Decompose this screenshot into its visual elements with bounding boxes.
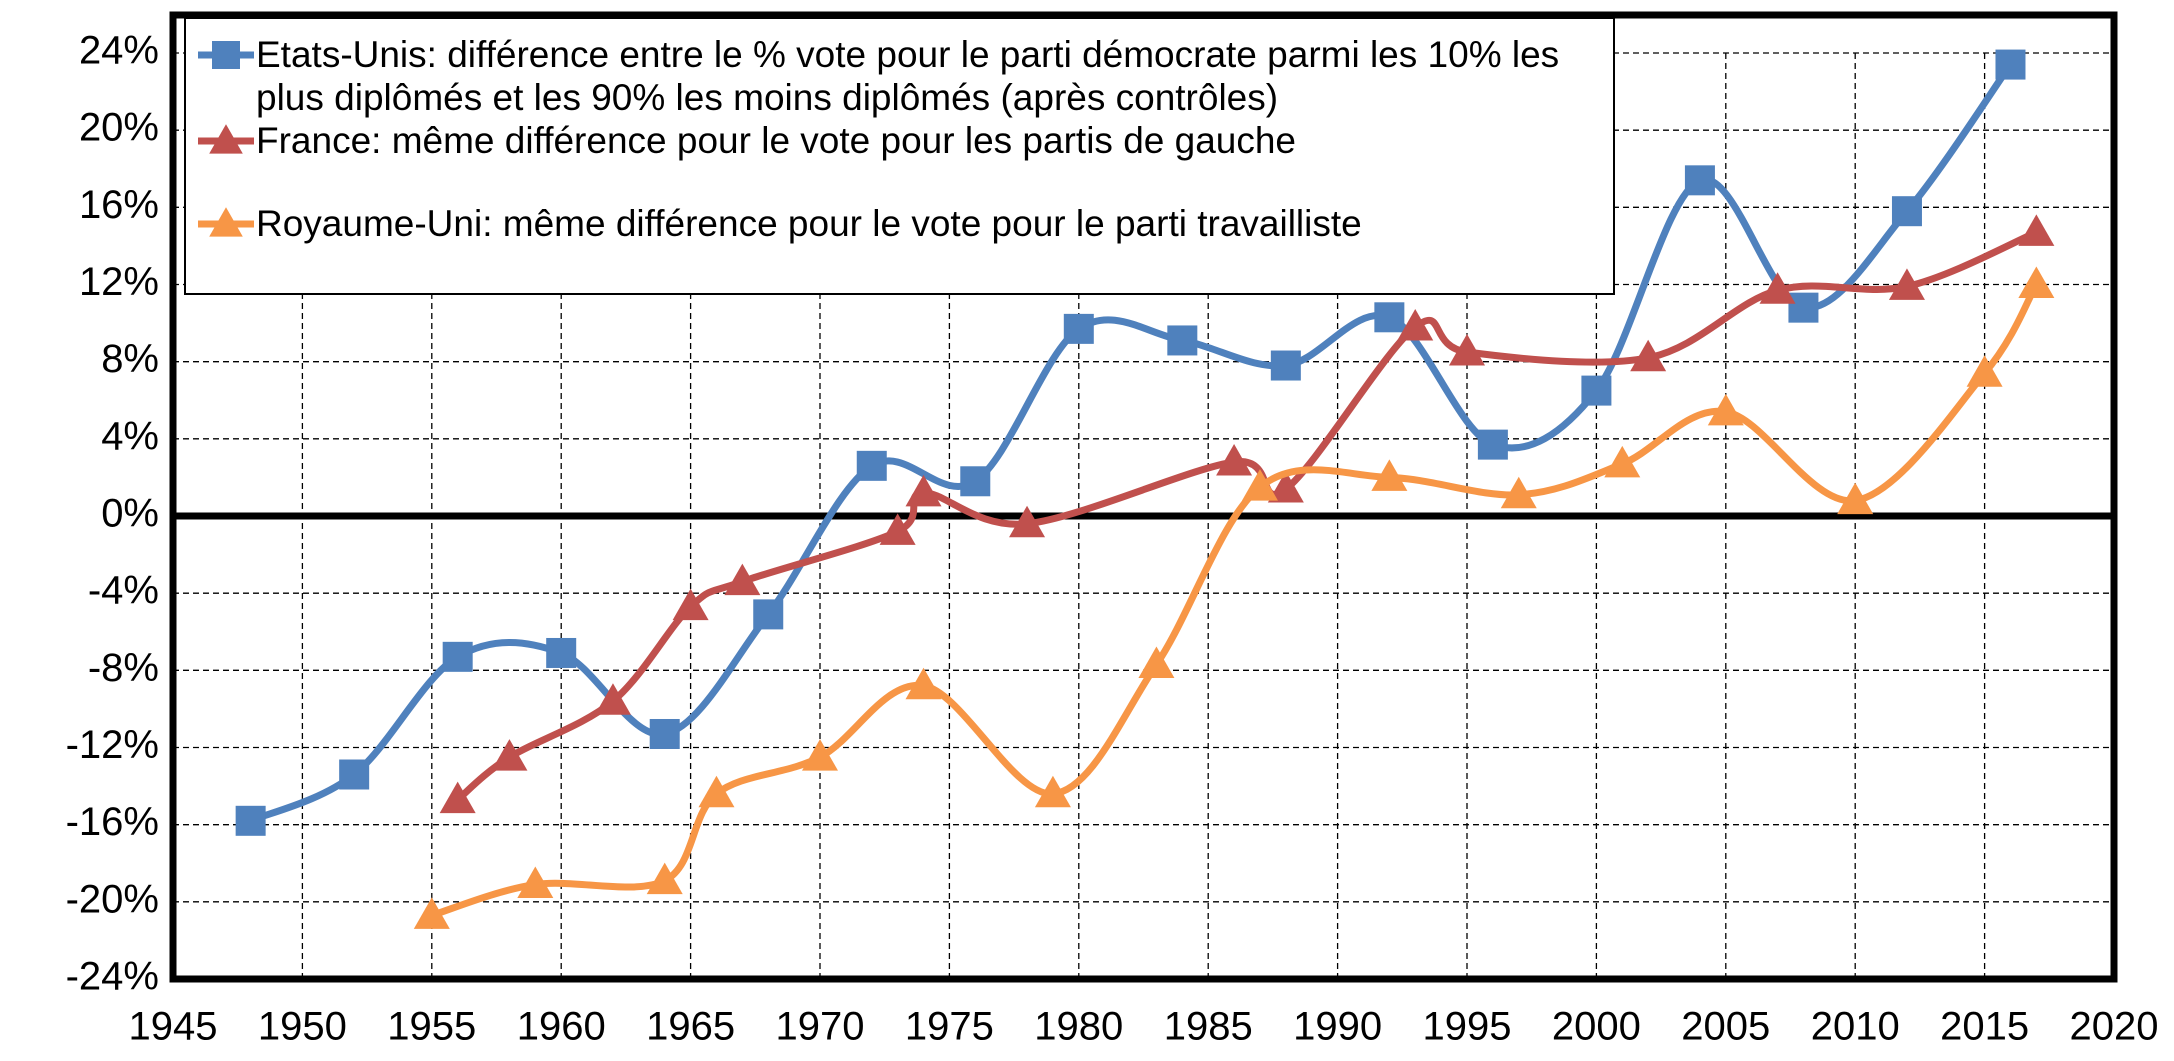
marker [1995,49,2026,80]
y-tick-label: -8% [88,646,159,690]
marker [1500,476,1537,509]
y-tick-label: 0% [101,492,159,536]
y-tick-label: -12% [66,723,159,767]
marker [1788,292,1819,323]
legend-icon [198,124,254,154]
marker [1759,272,1796,304]
x-tick-label: 1975 [905,1005,994,1049]
marker [1888,268,1925,300]
marker [1707,393,1744,426]
x-tick-label: 1985 [1164,1005,1253,1049]
marker [905,474,942,507]
x-tick-label: 1955 [387,1005,476,1049]
legend-entry: Etats-Unis: différence entre le % vote p… [196,33,1603,119]
marker [413,897,450,929]
marker [212,41,240,69]
y-tick-label: 8% [101,337,159,381]
marker [1374,302,1405,333]
y-tick-label: -4% [88,569,159,613]
x-tick-label: 1950 [258,1005,347,1049]
marker [753,599,784,630]
marker [1684,165,1715,196]
x-tick-label: 2000 [1552,1005,1641,1049]
marker [594,683,631,715]
x-tick-label: 1980 [1034,1005,1123,1049]
x-tick-label: 1970 [776,1005,865,1049]
marker [1241,469,1278,501]
marker [856,450,887,481]
marker [1167,325,1198,356]
x-tick-label: 2020 [2070,1005,2159,1049]
x-tick-label: 1990 [1293,1005,1382,1049]
marker [1477,429,1508,460]
marker [1371,459,1408,491]
marker [960,466,991,497]
marker [1581,375,1612,406]
marker [339,759,370,790]
marker [1397,308,1434,341]
y-tick-label: 12% [79,260,159,304]
y-tick-label: 16% [79,183,159,227]
y-tick-label: 24% [79,29,159,73]
marker [209,124,243,154]
marker [2018,214,2055,246]
marker [649,718,680,749]
legend-label: Royaume-Uni: même différence pour le vot… [256,203,1362,244]
marker [672,588,709,621]
marker [698,775,735,808]
legend: Etats-Unis: différence entre le % vote p… [184,17,1615,295]
marker [1138,646,1175,679]
marker [1630,339,1667,372]
marker [646,862,683,895]
y-tick-label: -20% [66,877,159,921]
marker [1604,445,1641,478]
legend-label: Etats-Unis: différence entre le % vote p… [256,34,1560,118]
x-tick-label: 1945 [129,1005,218,1049]
marker [442,641,473,672]
marker [2018,266,2055,298]
marker [235,805,266,836]
y-tick-label: 20% [79,106,159,150]
legend-icon [198,41,254,69]
marker [517,866,554,898]
y-tick-label: -16% [66,800,159,844]
marker [724,563,761,596]
marker [905,667,942,700]
marker [1267,470,1304,503]
x-tick-label: 1995 [1423,1005,1512,1049]
marker [491,739,528,771]
marker [1034,775,1071,808]
marker [1837,482,1874,515]
marker [209,207,243,237]
marker [879,513,916,545]
y-tick-label: 4% [101,414,159,458]
y-tick-label: -24% [66,955,159,999]
marker [1891,196,1922,227]
x-tick-label: 2005 [1681,1005,1770,1049]
x-tick-label: 2010 [1811,1005,1900,1049]
legend-icon [198,207,254,237]
legend-label: France: même différence pour le vote pou… [256,120,1297,161]
marker [1270,350,1301,381]
x-tick-label: 1960 [517,1005,606,1049]
marker [802,739,838,771]
x-tick-label: 2015 [1940,1005,2029,1049]
marker [1063,313,1094,344]
marker [1009,505,1046,538]
marker [1966,355,2003,387]
x-tick-label: 1965 [646,1005,735,1049]
legend-entry: France: même différence pour le vote pou… [196,119,1603,162]
series-line [430,282,2040,919]
plot-frame [169,11,2118,983]
marker [439,781,476,814]
marker [1449,334,1485,366]
marker [1216,443,1253,476]
legend-entry: Royaume-Uni: même différence pour le vot… [196,202,1603,245]
marker [546,637,577,668]
